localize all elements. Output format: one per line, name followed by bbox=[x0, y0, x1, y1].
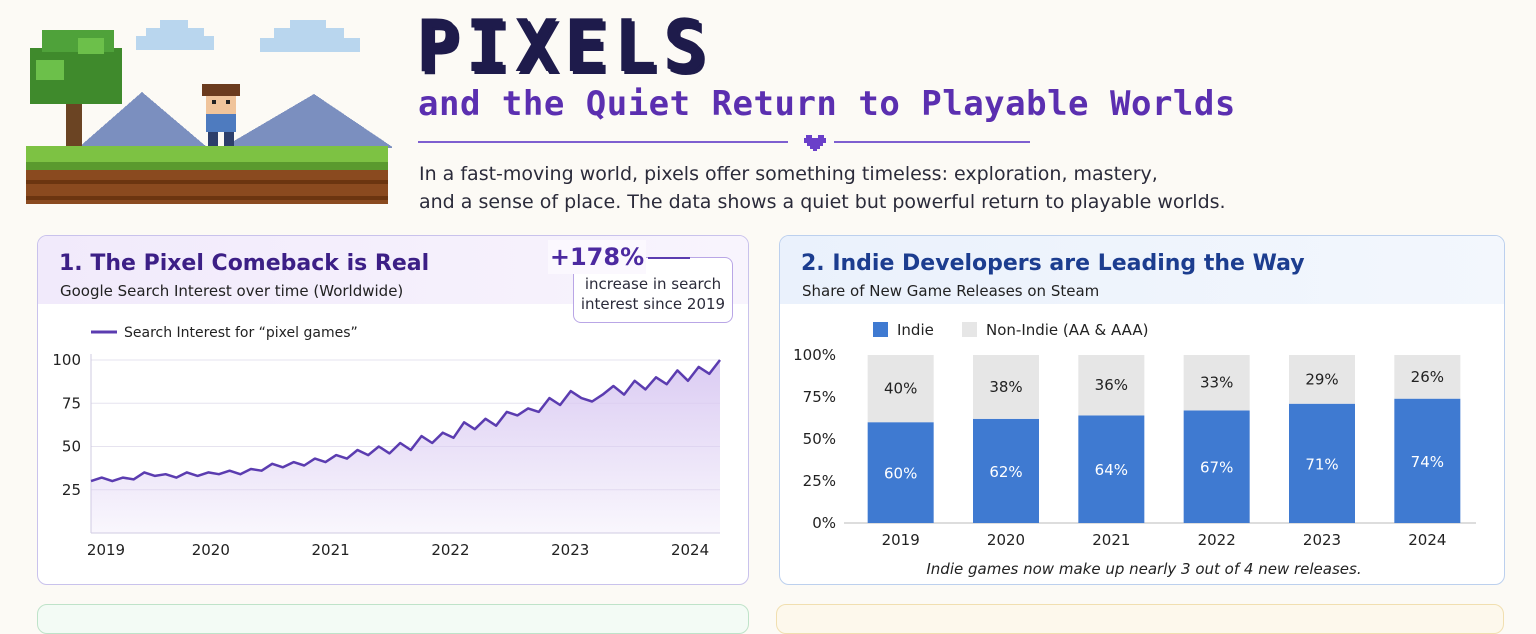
x-tick-label: 2023 bbox=[1303, 531, 1341, 549]
x-tick-label: 2022 bbox=[431, 541, 469, 559]
bar-label-non-indie: 40% bbox=[884, 380, 917, 398]
bar-label-non-indie: 38% bbox=[989, 378, 1022, 396]
next-card-top-right bbox=[776, 604, 1504, 634]
bar-label-indie: 64% bbox=[1095, 461, 1128, 479]
intro-line-1: In a fast-moving world, pixels offer som… bbox=[419, 160, 1219, 188]
bar-label-non-indie: 26% bbox=[1411, 368, 1444, 386]
mountain-icon bbox=[222, 94, 392, 148]
bar-label-indie: 60% bbox=[884, 465, 917, 483]
legend-label-non-indie: Non-Indie (AA & AAA) bbox=[986, 321, 1148, 339]
x-tick-label: 2022 bbox=[1198, 531, 1236, 549]
title-divider bbox=[418, 132, 1030, 152]
y-tick-label: 100 bbox=[52, 351, 81, 369]
y-tick-label: 75 bbox=[62, 394, 81, 412]
bar-label-indie: 71% bbox=[1305, 455, 1338, 473]
pixel-scene-illustration bbox=[22, 8, 392, 213]
stat-description: increase in search interest since 2019 bbox=[574, 274, 732, 314]
x-tick-label: 2020 bbox=[192, 541, 230, 559]
chart-footnote: Indie games now make up nearly 3 out of … bbox=[926, 560, 1361, 578]
y-tick-label: 100% bbox=[793, 346, 836, 364]
cloud-icon bbox=[136, 20, 214, 50]
bar-label-non-indie: 36% bbox=[1095, 376, 1128, 394]
legend-swatch-indie bbox=[873, 322, 888, 337]
character-icon bbox=[202, 84, 240, 146]
intro-line-2: and a sense of place. The data shows a q… bbox=[419, 188, 1219, 216]
x-tick-label: 2023 bbox=[551, 541, 589, 559]
stat-value: +178% bbox=[548, 240, 646, 274]
x-tick-label: 2024 bbox=[1408, 531, 1446, 549]
legend-label-indie: Indie bbox=[897, 321, 934, 339]
x-tick-label: 2019 bbox=[87, 541, 125, 559]
bar-label-indie: 67% bbox=[1200, 459, 1233, 477]
cloud-icon bbox=[260, 20, 360, 52]
y-tick-label: 0% bbox=[812, 514, 836, 532]
stat-line-1: increase in search bbox=[574, 274, 732, 294]
x-tick-label: 2020 bbox=[987, 531, 1025, 549]
bar-label-indie: 74% bbox=[1411, 453, 1444, 471]
page-title: PIXELS bbox=[416, 10, 712, 82]
legend-swatch-non-indie bbox=[962, 322, 977, 337]
y-tick-label: 50 bbox=[62, 438, 81, 456]
legend-label: Search Interest for “pixel games” bbox=[124, 325, 358, 341]
next-card-top-left bbox=[37, 604, 749, 634]
x-tick-label: 2021 bbox=[312, 541, 350, 559]
x-tick-label: 2019 bbox=[882, 531, 920, 549]
y-tick-label: 75% bbox=[803, 388, 836, 406]
x-tick-label: 2024 bbox=[671, 541, 709, 559]
indie-share-chart: 0% 25% 50% 75% 100% 60% 40% 2019 62% 38% 2020 64% 36… bbox=[780, 236, 1505, 585]
bar-label-indie: 62% bbox=[989, 463, 1022, 481]
y-tick-label: 25 bbox=[62, 481, 81, 499]
y-tick-label: 25% bbox=[803, 472, 836, 490]
stat-line-2: interest since 2019 bbox=[574, 294, 732, 314]
page-subtitle: and the Quiet Return to Playable Worlds bbox=[418, 84, 1236, 124]
bar-label-non-indie: 33% bbox=[1200, 374, 1233, 392]
x-tick-label: 2021 bbox=[1092, 531, 1130, 549]
intro-text: In a fast-moving world, pixels offer som… bbox=[419, 160, 1219, 216]
y-tick-label: 50% bbox=[803, 430, 836, 448]
heart-icon bbox=[804, 135, 826, 151]
bar-label-non-indie: 29% bbox=[1305, 370, 1338, 388]
stat-connector-line bbox=[648, 257, 690, 259]
indie-share-card: 2. Indie Developers are Leading the Way … bbox=[779, 235, 1505, 585]
